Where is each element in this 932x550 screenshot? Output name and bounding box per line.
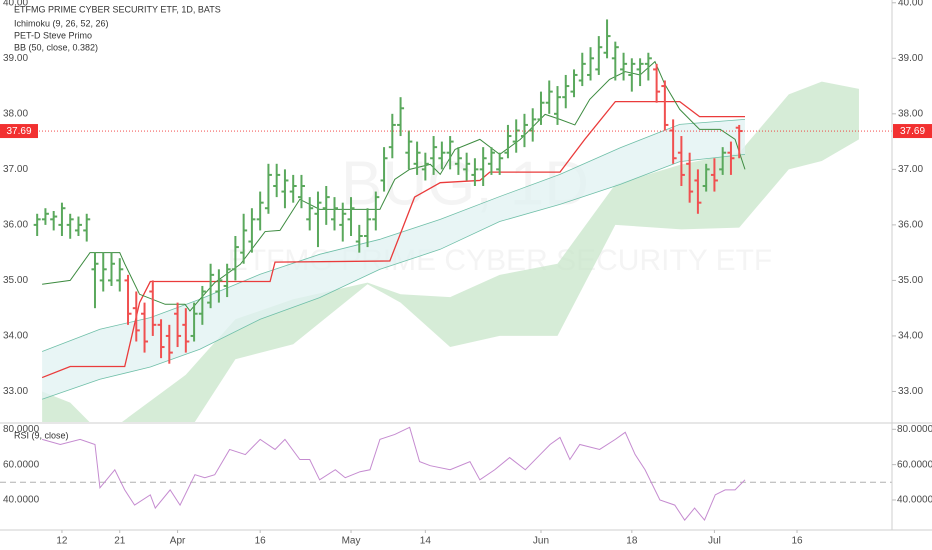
y-tick-label: 35.00 — [3, 275, 28, 286]
x-tick-label: 16 — [255, 536, 267, 547]
y-tick-label: 37.00 — [3, 164, 28, 175]
x-tick-label: 12 — [56, 536, 68, 547]
last-price-label: 37.69 — [900, 126, 925, 137]
indicator-label: BB (50, close, 0.382) — [14, 42, 98, 52]
legend: ETFMG PRIME CYBER SECURITY ETF, 1D, BATS… — [14, 4, 221, 440]
bollinger-band — [42, 119, 745, 400]
y-tick-label: 40.0000 — [3, 495, 40, 506]
rsi-line — [41, 426, 746, 522]
y-tick-label: 38.00 — [3, 108, 28, 119]
y-tick-label: 38.00 — [898, 108, 923, 119]
x-tick-label: Apr — [170, 536, 186, 547]
y-tick-label: 80.0000 — [3, 424, 40, 435]
y-tick-label: 40.00 — [898, 0, 923, 8]
indicator-label: PET-D Steve Primo — [14, 30, 92, 40]
y-tick-label: 60.0000 — [897, 459, 932, 470]
x-tick-label: Jun — [533, 536, 549, 547]
ichimoku-cloud — [42, 81, 859, 422]
y-tick-label: 34.00 — [3, 331, 28, 342]
last-price-badge — [893, 124, 932, 139]
x-tick-label: 14 — [420, 536, 432, 547]
y-tick-label: 40.00 — [3, 0, 28, 8]
last-price-label: 37.69 — [6, 126, 31, 137]
x-tick-label: 16 — [791, 536, 803, 547]
y-tick-label: 39.00 — [3, 53, 28, 64]
last-price-badge — [0, 124, 38, 139]
indicator-label: Ichimoku (9, 26, 52, 26) — [14, 18, 109, 28]
y-tick-label: 37.00 — [898, 164, 923, 175]
rsi-pane — [0, 426, 892, 522]
y-tick-label: 39.00 — [898, 53, 923, 64]
y-tick-label: 36.00 — [3, 220, 28, 231]
y-tick-label: 60.0000 — [3, 459, 40, 470]
y-tick-label: 80.0000 — [897, 424, 932, 435]
x-tick-label: May — [342, 536, 361, 547]
y-tick-label: 36.00 — [898, 220, 923, 231]
y-tick-label: 33.00 — [898, 386, 923, 397]
rsi-title: RSI (9, close) — [14, 430, 69, 440]
x-tick-label: Jul — [708, 536, 721, 547]
y-tick-label: 34.00 — [898, 331, 923, 342]
bollinger-line — [41, 153, 746, 400]
chart-title: ETFMG PRIME CYBER SECURITY ETF, 1D, BATS — [14, 4, 221, 14]
x-tick-label: 21 — [114, 536, 126, 547]
y-tick-label: 40.0000 — [897, 495, 932, 506]
y-tick-label: 35.00 — [898, 275, 923, 286]
y-tick-label: 33.00 — [3, 386, 28, 397]
bollinger-line — [41, 118, 746, 352]
x-tick-label: 18 — [626, 536, 638, 547]
